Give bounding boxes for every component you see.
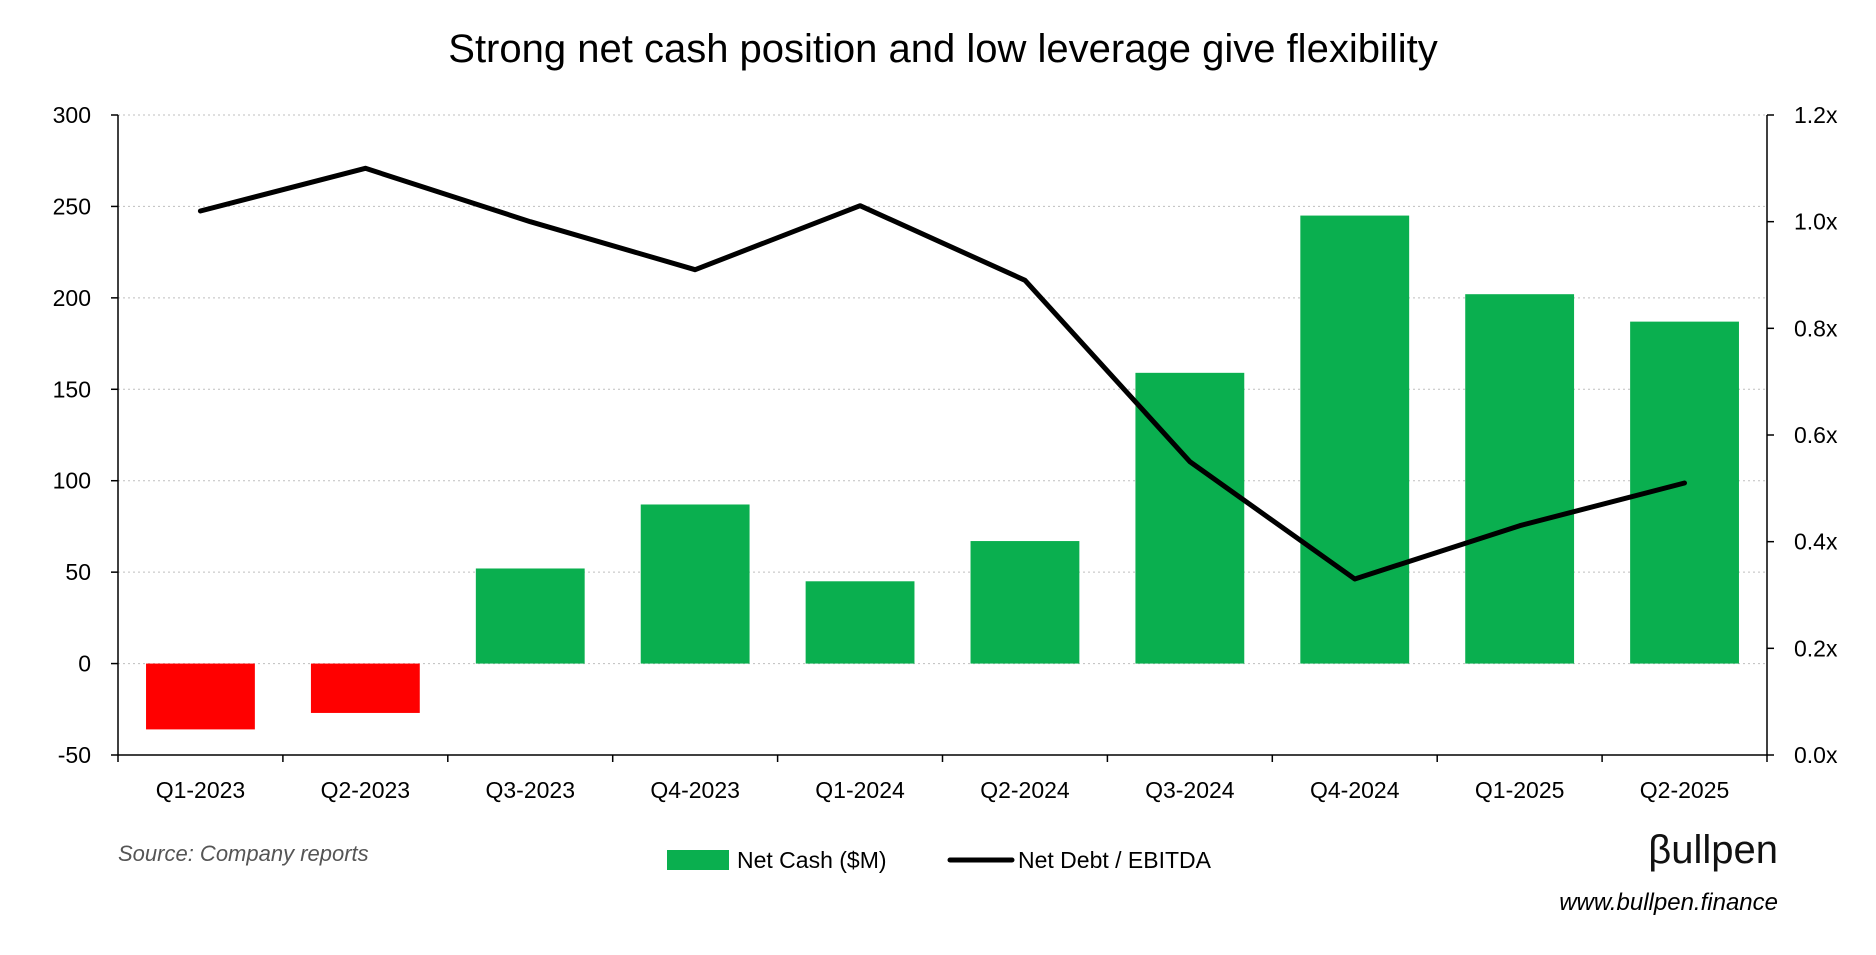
brand-logo: βullpen — [1648, 828, 1778, 872]
bar-q4-2024 — [1300, 216, 1409, 664]
right-tick-label: 0.0x — [1794, 742, 1838, 768]
bar-q1-2024 — [806, 581, 915, 663]
bar-q4-2023 — [641, 504, 750, 663]
line-net-debt-ebitda — [200, 168, 1684, 579]
left-tick-label: 100 — [53, 468, 91, 494]
x-tick-label: Q4-2024 — [1310, 777, 1400, 803]
chart-title: Strong net cash position and low leverag… — [448, 27, 1437, 71]
right-tick-label: 0.8x — [1794, 315, 1838, 341]
x-tick-label: Q1-2025 — [1475, 777, 1565, 803]
bar-series-net-cash — [146, 216, 1739, 730]
right-tick-label: 1.2x — [1794, 102, 1838, 128]
x-axis-ticks: Q1-2023 Q2-2023 Q3-2023 Q4-2023 Q1-2024 Q2-20… — [118, 755, 1767, 803]
left-tick-label: 50 — [65, 559, 91, 585]
right-tick-label: 0.2x — [1794, 635, 1838, 661]
brand-url: www.bullpen.finance — [1559, 889, 1778, 916]
x-tick-label: Q2-2024 — [980, 777, 1070, 803]
source-note: Source: Company reports — [118, 841, 369, 866]
legend: Net Cash ($M) Net Debt / EBITDA — [667, 847, 1212, 873]
right-tick-label: 1.0x — [1794, 209, 1838, 235]
line-series-net-debt-ebitda — [200, 168, 1684, 579]
right-tick-label: 0.6x — [1794, 422, 1838, 448]
left-tick-label: 0 — [78, 651, 91, 677]
x-tick-label: Q1-2023 — [156, 777, 246, 803]
legend-label-net-debt-ebitda: Net Debt / EBITDA — [1018, 847, 1212, 873]
left-tick-label: 200 — [53, 285, 91, 311]
x-tick-label: Q1-2024 — [815, 777, 905, 803]
x-tick-label: Q3-2024 — [1145, 777, 1235, 803]
legend-swatch-net-cash — [667, 850, 729, 870]
x-tick-label: Q2-2023 — [321, 777, 411, 803]
bar-q1-2025 — [1465, 294, 1574, 663]
left-tick-label: 150 — [53, 376, 91, 402]
left-tick-label: 250 — [53, 193, 91, 219]
x-tick-label: Q4-2023 — [650, 777, 740, 803]
left-tick-label: -50 — [58, 742, 91, 768]
bar-q2-2024 — [971, 541, 1080, 664]
bar-q3-2023 — [476, 568, 585, 663]
bar-q2-2023 — [311, 664, 420, 713]
left-axis-ticks: -50 0 50 100 150 200 250 300 — [53, 102, 118, 768]
x-tick-label: Q2-2025 — [1640, 777, 1730, 803]
legend-label-net-cash: Net Cash ($M) — [737, 847, 887, 873]
x-tick-label: Q3-2023 — [485, 777, 575, 803]
right-axis-ticks: 0.0x 0.2x 0.4x 0.6x 0.8x 1.0x 1.2x — [1767, 102, 1838, 768]
bar-q1-2023 — [146, 664, 255, 730]
left-tick-label: 300 — [53, 102, 91, 128]
right-tick-label: 0.4x — [1794, 529, 1838, 555]
